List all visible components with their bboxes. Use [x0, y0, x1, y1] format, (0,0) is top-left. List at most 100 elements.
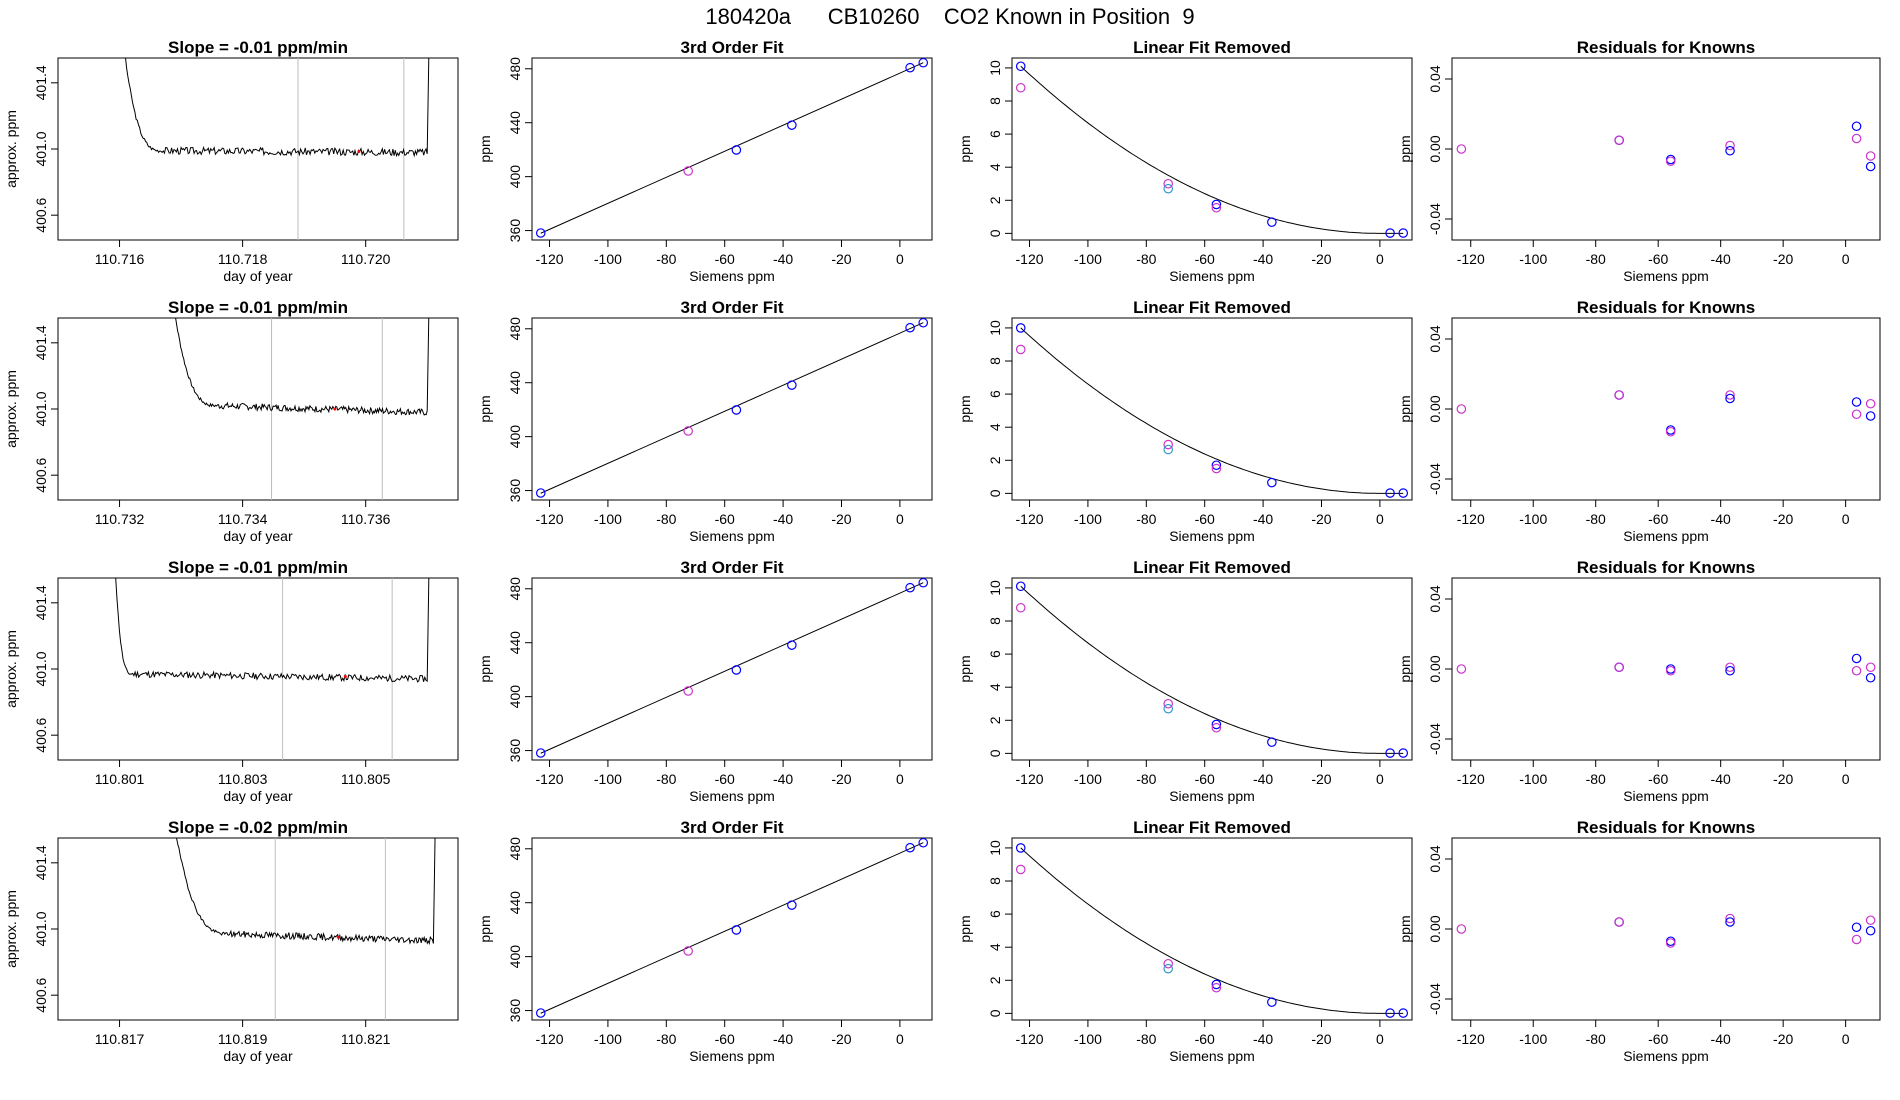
- known-point-blue: [1015, 61, 1026, 72]
- y-tick-label: 440: [507, 631, 523, 655]
- x-tick-label: 110.803: [218, 771, 268, 787]
- panel-title: Residuals for Knowns: [1577, 298, 1756, 317]
- y-tick-label: 0.04: [1427, 325, 1443, 352]
- y-axis-label: ppm: [477, 135, 493, 162]
- y-tick-label: -0.04: [1427, 463, 1443, 495]
- known-point-blue: [1385, 748, 1395, 758]
- y-tick-label: 0: [987, 489, 1003, 497]
- known-point-blue: [1267, 477, 1277, 488]
- known-point-magenta: [1456, 664, 1467, 674]
- known-point-magenta: [683, 166, 694, 176]
- known-point-blue: [1851, 121, 1862, 132]
- known-point-magenta: [683, 426, 694, 436]
- x-tick-label: -100: [1074, 511, 1102, 527]
- known-point-magenta: [1865, 151, 1876, 161]
- known-point-blue: [905, 842, 915, 853]
- y-axis-label: ppm: [477, 395, 493, 422]
- y-tick-label: 401.4: [33, 585, 49, 620]
- y-tick-label: 4: [987, 423, 1003, 431]
- x-tick-label: -80: [1136, 1031, 1156, 1047]
- known-point-magenta: [1211, 982, 1222, 993]
- y-tick-label: 6: [987, 130, 1003, 138]
- x-tick-label: -80: [1586, 1031, 1606, 1047]
- y-tick-label: 400: [507, 685, 523, 709]
- known-point-magenta: [1211, 463, 1222, 474]
- x-tick-label: -40: [773, 251, 793, 267]
- x-tick-label: -60: [1648, 511, 1668, 527]
- known-point-magenta: [1851, 133, 1862, 144]
- panel-0-0: Slope = -0.01 ppm/min 110.716 110.718 110.7…: [3, 38, 459, 284]
- known-point-blue: [1725, 917, 1735, 927]
- known-point-blue: [1865, 161, 1876, 172]
- y-axis-label: ppm: [477, 915, 493, 942]
- known-point-blue: [1398, 488, 1409, 498]
- x-tick-label: -40: [1253, 1031, 1273, 1047]
- x-tick-label: -40: [1253, 771, 1273, 787]
- known-point-cyan: [1163, 703, 1174, 714]
- x-tick-label: -120: [1016, 1031, 1044, 1047]
- x-tick-label: 110.821: [341, 1031, 391, 1047]
- y-tick-label: 480: [507, 317, 523, 341]
- known-point-magenta: [1614, 390, 1624, 400]
- plot-frame: [57, 577, 459, 761]
- x-tick-label: -20: [1773, 511, 1793, 527]
- known-point-magenta: [1725, 390, 1735, 400]
- x-tick-label: -80: [656, 251, 676, 267]
- x-tick-label: -60: [715, 511, 735, 527]
- plot-area: [176, 838, 436, 1020]
- x-tick-label: 0: [896, 251, 904, 267]
- panel-3-0: Slope = -0.02 ppm/min 110.817 110.819 110.8…: [3, 818, 459, 1064]
- y-tick-label: 400.6: [33, 457, 49, 492]
- plot-area: [1020, 847, 1404, 1014]
- y-tick-label: 0.04: [1427, 585, 1443, 612]
- y-tick-label: 10: [987, 60, 1003, 76]
- known-point-magenta: [1665, 665, 1676, 676]
- x-tick-label: -60: [715, 1031, 735, 1047]
- x-axis-label: Siemens ppm: [689, 788, 775, 804]
- y-tick-label: 6: [987, 390, 1003, 398]
- x-axis-label: Siemens ppm: [689, 268, 775, 284]
- x-axis-label: day of year: [223, 528, 293, 544]
- known-point-magenta: [1614, 135, 1624, 146]
- y-tick-label: 0.00: [1427, 655, 1443, 682]
- x-tick-label: -80: [656, 771, 676, 787]
- y-axis-label: approx. ppm: [3, 630, 19, 708]
- x-tick-label: 0: [896, 1031, 904, 1047]
- x-axis-label: Siemens ppm: [1623, 1048, 1709, 1064]
- x-tick-label: -60: [1648, 1031, 1668, 1047]
- x-tick-label: 0: [1376, 1031, 1384, 1047]
- x-tick-label: -120: [536, 771, 564, 787]
- x-tick-label: -120: [1016, 511, 1044, 527]
- x-tick-label: -80: [1136, 511, 1156, 527]
- known-point-blue: [1211, 979, 1222, 990]
- y-tick-label: 6: [987, 650, 1003, 658]
- y-tick-label: -0.04: [1427, 203, 1443, 235]
- x-tick-label: -120: [536, 1031, 564, 1047]
- fit-curve: [1020, 847, 1404, 1014]
- x-tick-label: -100: [1074, 771, 1102, 787]
- x-axis-label: Siemens ppm: [1169, 788, 1255, 804]
- known-point-blue: [1211, 199, 1222, 210]
- known-point-blue: [787, 900, 797, 910]
- mean-marker: [336, 935, 340, 939]
- known-point-magenta: [1865, 398, 1876, 409]
- known-point-blue: [787, 380, 797, 390]
- known-point-blue: [1725, 393, 1735, 404]
- y-tick-label: 401.4: [33, 65, 49, 100]
- known-point-blue: [1851, 922, 1862, 933]
- plot-frame: [531, 837, 933, 1021]
- x-tick-label: -20: [1311, 511, 1331, 527]
- y-tick-label: 401.0: [33, 911, 49, 946]
- known-point-blue: [731, 405, 742, 415]
- y-axis-label: approx. ppm: [3, 370, 19, 448]
- x-tick-label: 0: [1842, 251, 1850, 267]
- panel-title: Linear Fit Removed: [1133, 38, 1291, 57]
- x-tick-label: -120: [1016, 251, 1044, 267]
- plot-frame: [57, 837, 459, 1021]
- x-tick-label: -40: [1711, 1031, 1731, 1047]
- known-point-blue: [535, 748, 546, 758]
- x-tick-label: 0: [1376, 251, 1384, 267]
- known-point-magenta: [1614, 662, 1624, 673]
- panel-0-3: Residuals for Knowns -120 -100 -80 -60 -40 -20…: [1397, 38, 1881, 284]
- panel-2-0: Slope = -0.01 ppm/min 110.801 110.803 110.8…: [3, 558, 459, 804]
